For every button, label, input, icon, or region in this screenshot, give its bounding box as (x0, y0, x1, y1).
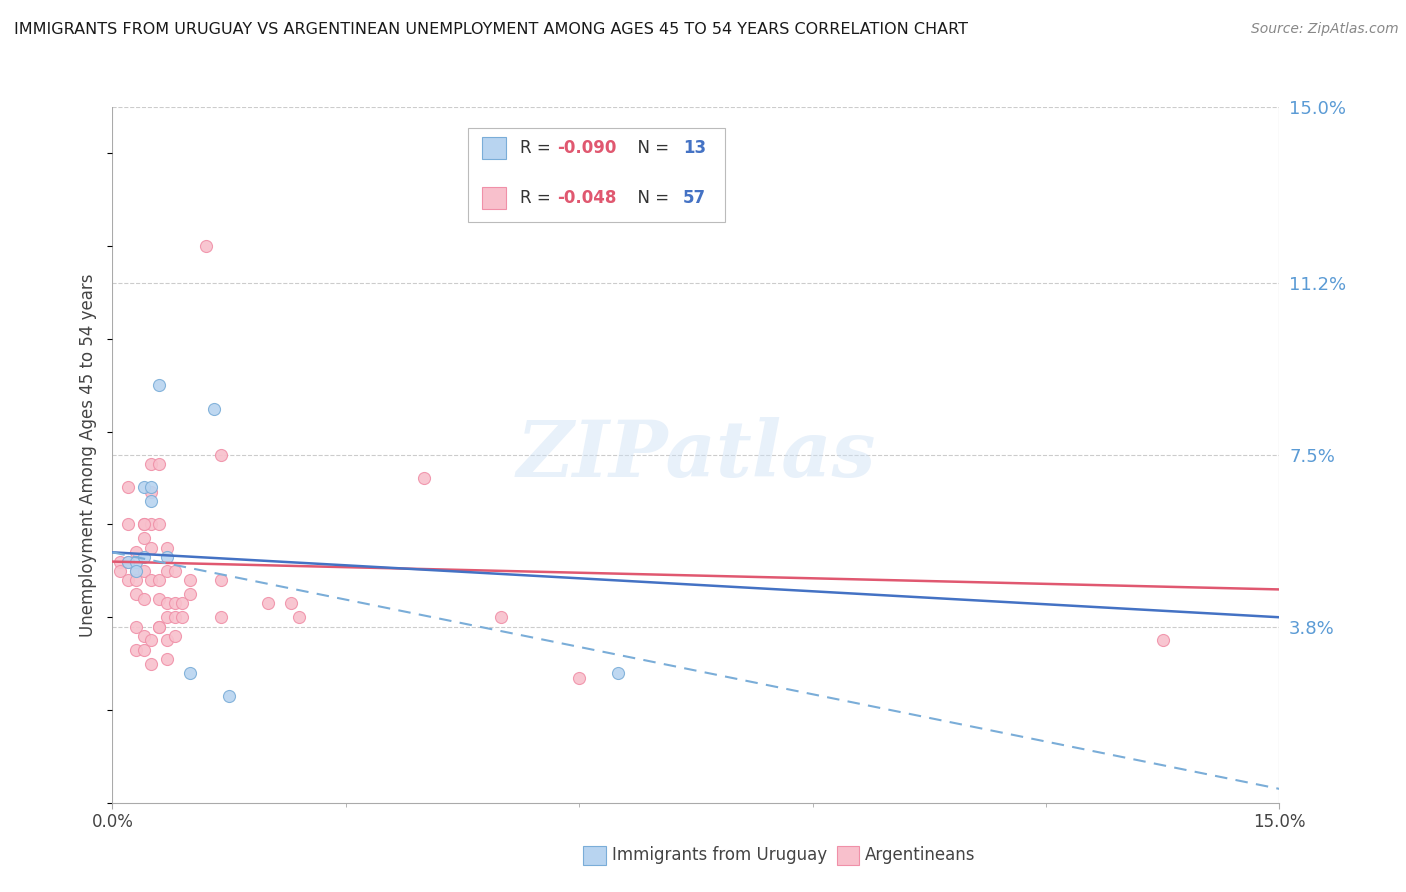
Point (156, 652, 179, 666)
Point (148, 378, 170, 392)
Text: R =: R = (520, 139, 555, 157)
Point (148, 619, 170, 633)
Point (110, 555, 132, 569)
Y-axis label: Unemployment Among Ages 45 to 54 years: Unemployment Among Ages 45 to 54 years (79, 273, 97, 637)
Text: -0.090: -0.090 (557, 139, 616, 157)
Point (141, 573, 163, 587)
Point (163, 610, 186, 624)
Point (209, 573, 232, 587)
Text: Source: ZipAtlas.com: Source: ZipAtlas.com (1251, 22, 1399, 37)
Point (125, 619, 148, 633)
Point (132, 517, 155, 532)
Point (156, 541, 179, 555)
FancyBboxPatch shape (482, 187, 506, 210)
Text: IMMIGRANTS FROM URUGUAY VS ARGENTINEAN UNEMPLOYMENT AMONG AGES 45 TO 54 YEARS CO: IMMIGRANTS FROM URUGUAY VS ARGENTINEAN U… (14, 22, 969, 37)
Point (607, 665, 630, 680)
Point (148, 457, 170, 471)
Text: Argentineans: Argentineans (865, 847, 976, 864)
Text: ZIPatlas: ZIPatlas (516, 417, 876, 493)
Point (163, 564, 186, 578)
Point (179, 587, 201, 601)
Point (117, 555, 139, 569)
Point (125, 555, 148, 569)
Point (141, 541, 163, 555)
Text: -0.048: -0.048 (557, 189, 616, 207)
Point (132, 480, 155, 494)
Text: 13: 13 (683, 139, 706, 157)
Point (125, 642, 148, 657)
Point (209, 610, 232, 624)
Point (179, 573, 201, 587)
Point (148, 517, 170, 532)
Point (141, 657, 163, 671)
FancyBboxPatch shape (482, 137, 506, 159)
Text: N =: N = (627, 139, 675, 157)
Point (257, 596, 280, 610)
Point (218, 689, 240, 703)
Point (110, 564, 132, 578)
Point (132, 629, 155, 643)
Point (568, 671, 591, 685)
Point (117, 555, 139, 569)
Point (125, 564, 148, 578)
Text: R =: R = (520, 189, 555, 207)
Point (288, 610, 311, 624)
FancyBboxPatch shape (468, 128, 725, 222)
Point (156, 633, 179, 648)
Point (1152, 633, 1174, 648)
Point (194, 239, 217, 253)
Point (172, 596, 194, 610)
Point (132, 517, 155, 532)
Point (156, 596, 179, 610)
Point (202, 401, 225, 416)
Point (132, 549, 155, 564)
Point (117, 573, 139, 587)
Text: Immigrants from Uruguay: Immigrants from Uruguay (612, 847, 827, 864)
Point (156, 610, 179, 624)
Point (148, 573, 170, 587)
Point (163, 596, 186, 610)
Point (132, 532, 155, 546)
Point (132, 591, 155, 606)
Point (148, 619, 170, 633)
Point (125, 573, 148, 587)
Point (132, 564, 155, 578)
Point (141, 633, 163, 648)
Point (179, 665, 201, 680)
Text: N =: N = (627, 189, 675, 207)
Point (117, 517, 139, 532)
Point (491, 610, 513, 624)
Point (172, 610, 194, 624)
Point (117, 480, 139, 494)
Point (132, 642, 155, 657)
Point (125, 587, 148, 601)
Point (156, 564, 179, 578)
Point (148, 591, 170, 606)
Point (125, 564, 148, 578)
Point (141, 517, 163, 532)
Text: 57: 57 (683, 189, 706, 207)
Point (141, 494, 163, 508)
Point (141, 480, 163, 494)
Point (412, 471, 434, 485)
Point (209, 448, 232, 462)
Point (280, 596, 302, 610)
Point (163, 629, 186, 643)
Point (141, 485, 163, 500)
Point (125, 545, 148, 559)
Point (156, 549, 179, 564)
Point (141, 457, 163, 471)
